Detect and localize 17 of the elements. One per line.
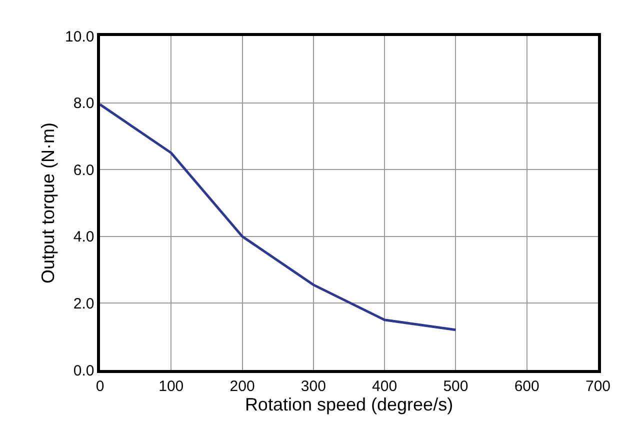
y-tick-label: 0.0: [73, 362, 94, 380]
line-series: [100, 103, 457, 332]
y-tick-label: 2.0: [73, 295, 94, 312]
y-axis-title: Output torque (N·m): [38, 122, 58, 284]
x-tick-label: 100: [158, 378, 184, 395]
x-tick-label: 300: [300, 378, 326, 395]
y-tick-label: 6.0: [73, 162, 94, 179]
y-tick-label: 10.0: [65, 28, 94, 46]
y-tick-label: 4.0: [73, 228, 94, 246]
x-tick-label: 200: [230, 378, 255, 395]
x-tick-label: 500: [443, 378, 468, 395]
x-tick-label: 700: [585, 378, 611, 395]
x-tick-label: 400: [372, 378, 398, 395]
x-tick-label: 600: [514, 378, 540, 395]
x-tick-label: 0: [96, 378, 104, 395]
x-axis-title: Rotation speed (degree/s): [244, 394, 454, 415]
y-tick-label: 8.0: [73, 95, 94, 112]
